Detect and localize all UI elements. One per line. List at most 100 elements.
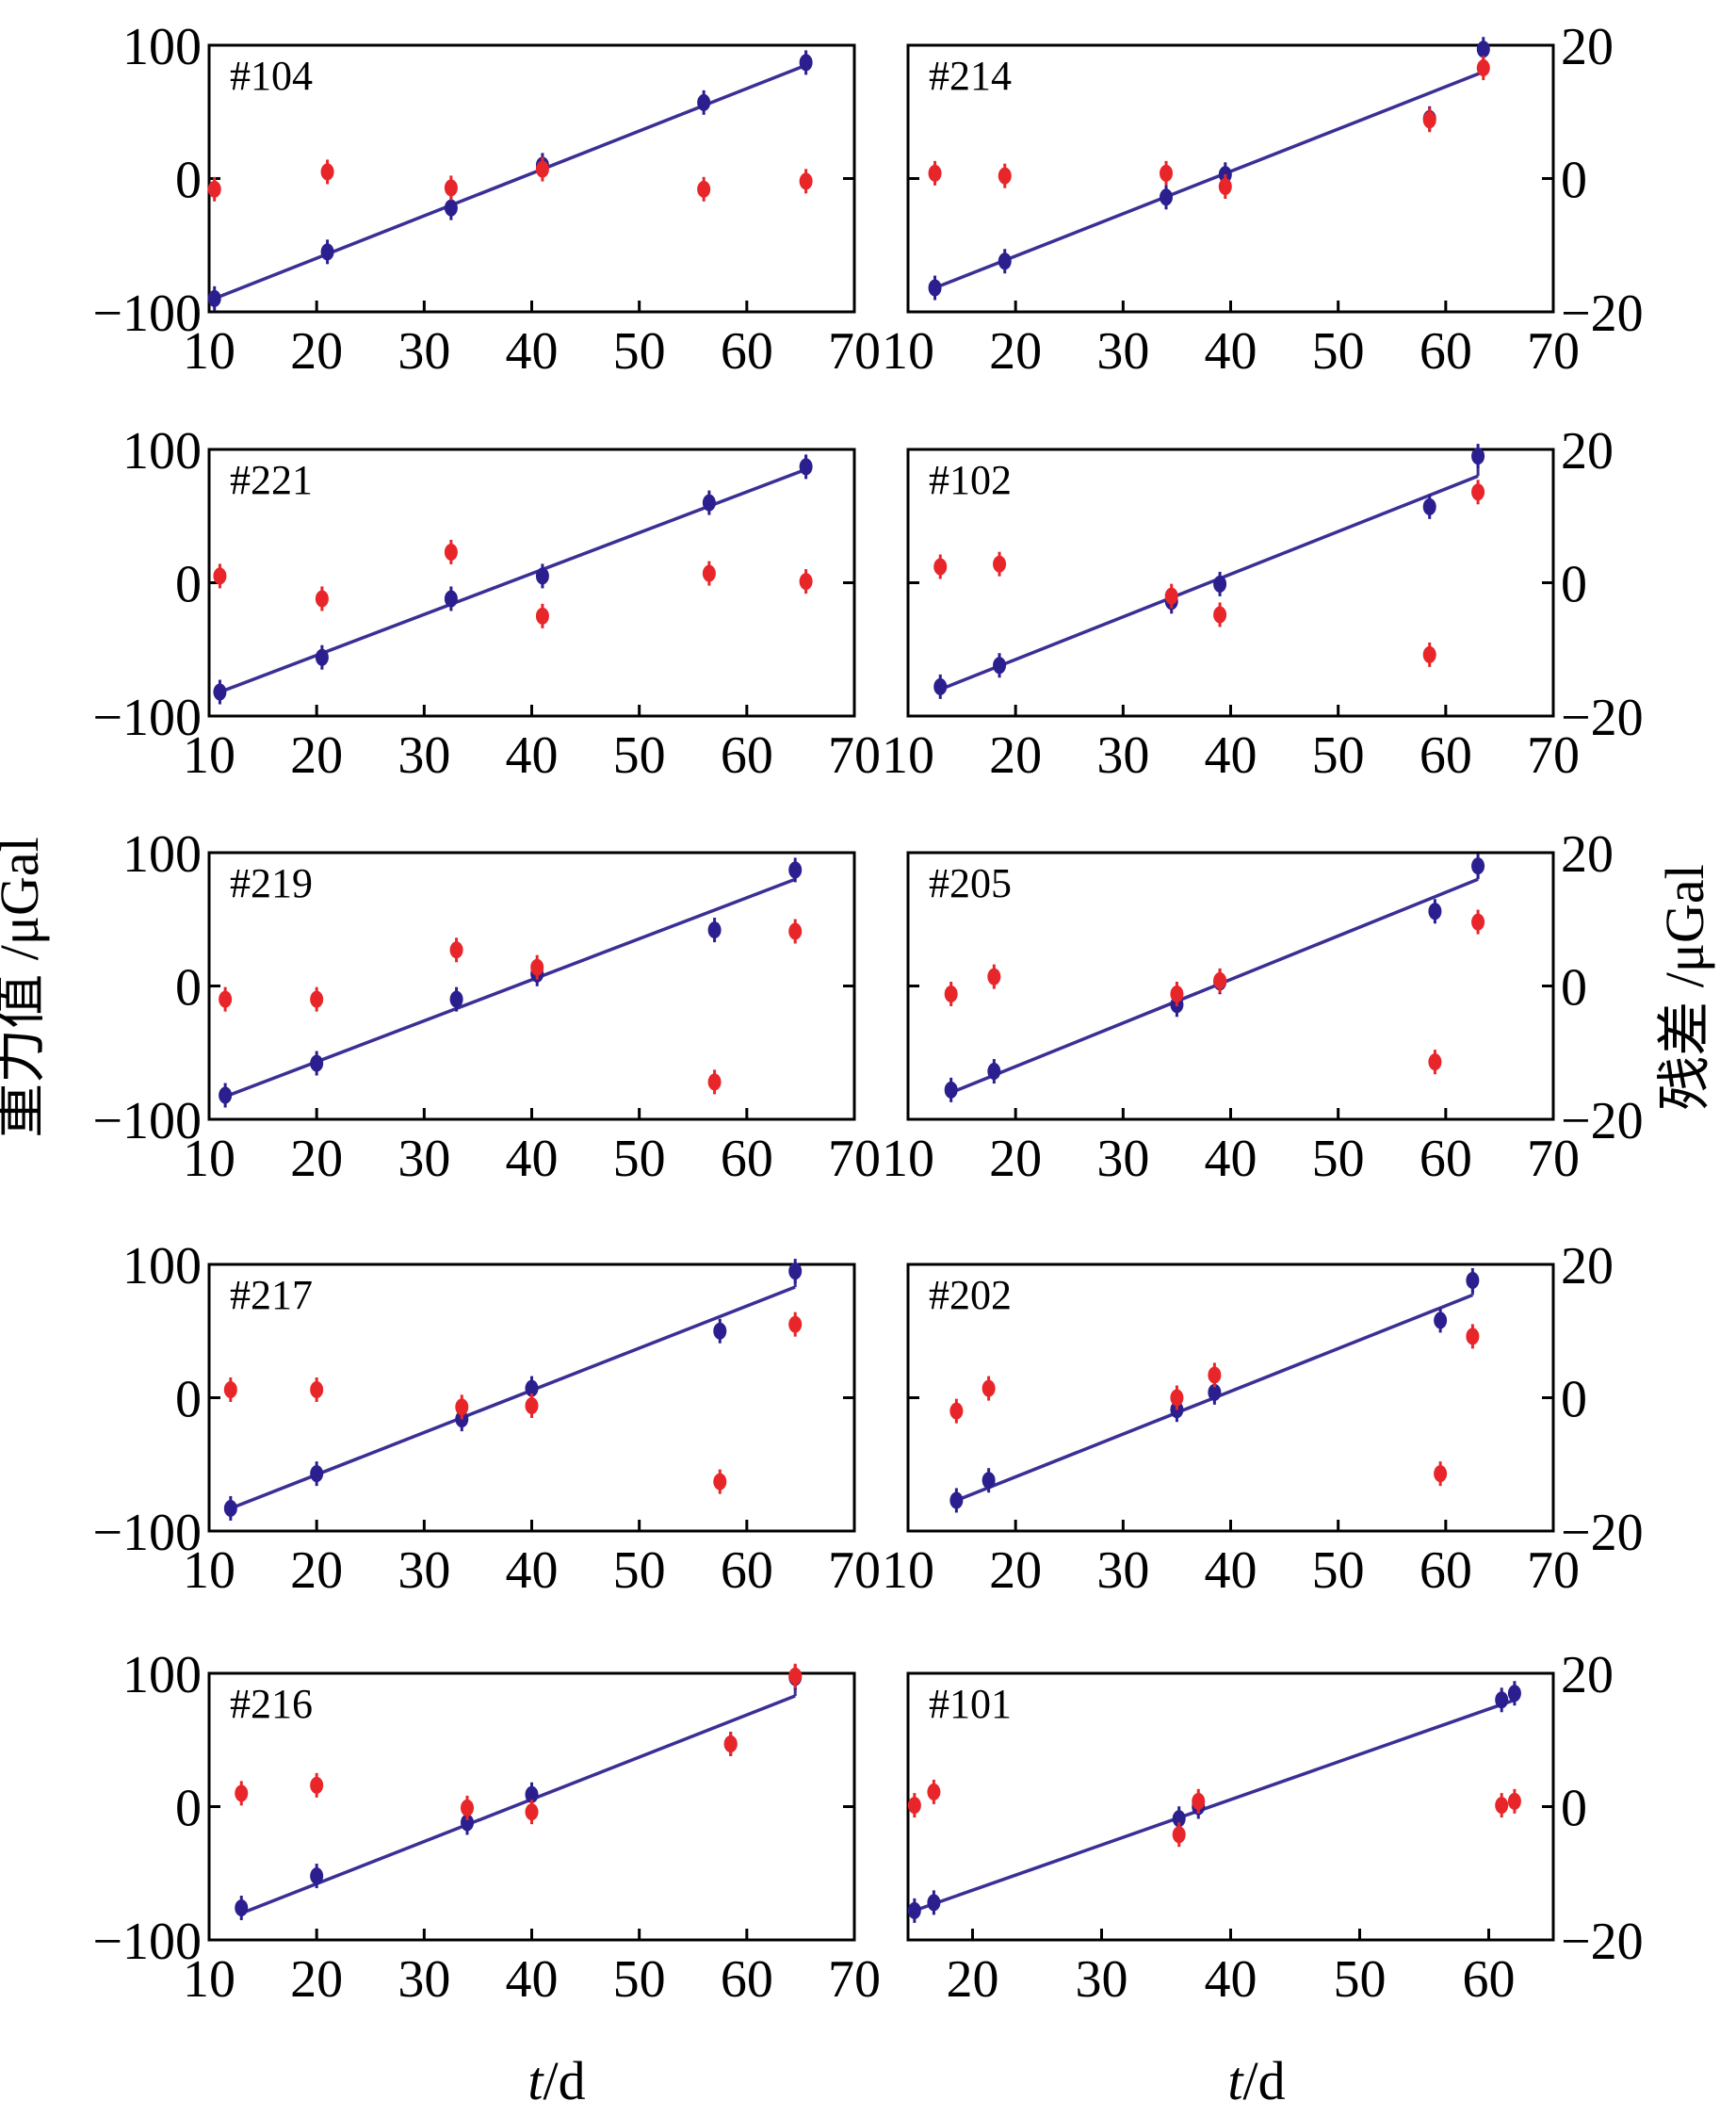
x-axis-label-left: t/d xyxy=(527,2050,585,2111)
x-tick-label: 20 xyxy=(989,1130,1042,1188)
x-tick-label: 30 xyxy=(1096,322,1149,381)
panel-label: #217 xyxy=(230,1272,313,1318)
residual-point xyxy=(933,558,948,576)
residual-point xyxy=(1422,111,1436,129)
x-tick-label: 20 xyxy=(989,726,1042,785)
gravity-point xyxy=(907,1901,921,1919)
x-tick-label: 70 xyxy=(828,1950,881,2009)
x-tick-label: 70 xyxy=(1527,1541,1580,1600)
y-tick-label: 0 xyxy=(175,1371,202,1429)
residual-point xyxy=(1495,1797,1509,1815)
gravity-point xyxy=(788,861,803,879)
residual-point xyxy=(525,1803,539,1821)
x-tick-label: 50 xyxy=(1312,1130,1365,1188)
residual-point xyxy=(713,1473,727,1491)
residual-point xyxy=(799,172,813,190)
y-tick-label: 100 xyxy=(122,1237,202,1295)
residual-point xyxy=(928,164,942,182)
gravity-point xyxy=(320,243,334,261)
x-tick-label: 60 xyxy=(1420,726,1472,785)
gravity-point xyxy=(310,1867,324,1885)
residual-point xyxy=(1434,1465,1448,1483)
panel-label: #205 xyxy=(929,860,1012,906)
gravity-point xyxy=(707,921,722,939)
gravity-point xyxy=(235,1899,249,1917)
residual-point xyxy=(315,590,329,608)
panel-214: 10 20 30 40 50 60 70−20 0 20 #214 xyxy=(882,18,1644,381)
x-tick-label: 40 xyxy=(506,1541,559,1600)
residual-point xyxy=(907,1797,921,1815)
gravity-point xyxy=(1422,497,1436,515)
y2-tick-label: 20 xyxy=(1561,18,1614,76)
residual-point xyxy=(697,180,711,198)
x-tick-label: 30 xyxy=(397,322,450,381)
x-tick-label: 60 xyxy=(1420,322,1472,381)
fit-line xyxy=(914,1698,1516,1913)
gravity-point xyxy=(449,990,463,1008)
gravity-point xyxy=(1172,1810,1186,1828)
residual-point xyxy=(235,1784,249,1802)
panel-label: #102 xyxy=(929,457,1012,503)
residual-point xyxy=(944,985,958,1002)
x-tick-label: 50 xyxy=(613,1950,666,2009)
panel-221: 10 20 30 40 50 60 70 −100 0 100 #221 xyxy=(92,422,881,785)
x-tick-label: 10 xyxy=(882,322,934,381)
gravity-point xyxy=(1213,575,1227,593)
x-tick-label: 60 xyxy=(1420,1541,1472,1600)
fit-line xyxy=(240,1694,796,1915)
residual-point xyxy=(1476,59,1490,77)
gravity-point xyxy=(697,93,711,111)
gravity-point xyxy=(1471,857,1485,875)
y-tick-label: −100 xyxy=(92,689,202,747)
fit-line xyxy=(933,70,1485,290)
fit-line xyxy=(214,63,807,301)
y-tick-label: −100 xyxy=(92,285,202,343)
residual-point xyxy=(455,1398,469,1416)
panel-label: #202 xyxy=(929,1272,1012,1318)
x-tick-label: 20 xyxy=(290,1541,343,1600)
x-tick-label: 70 xyxy=(828,726,881,785)
y-tick-label: 0 xyxy=(175,959,202,1018)
residual-point xyxy=(1466,1328,1480,1345)
y2-tick-label: −20 xyxy=(1561,1092,1644,1150)
fit-line xyxy=(939,474,1479,692)
x-tick-label: 60 xyxy=(1463,1950,1516,2009)
x-tick-label: 30 xyxy=(1096,1130,1149,1188)
y2-tick-label: −20 xyxy=(1561,1913,1644,1971)
x-tick-label: 10 xyxy=(882,726,934,785)
gravity-point xyxy=(1495,1691,1509,1709)
x-tick-label: 40 xyxy=(1205,726,1257,785)
residual-point xyxy=(1170,1389,1184,1407)
gravity-point xyxy=(315,648,329,666)
residual-point xyxy=(1218,177,1232,195)
y-tick-label: −100 xyxy=(92,1504,202,1562)
x-tick-label: 70 xyxy=(1527,322,1580,381)
x-tick-label: 50 xyxy=(1312,322,1365,381)
residual-point xyxy=(310,990,324,1008)
y2-tick-label: 0 xyxy=(1561,1780,1587,1838)
x-tick-label: 40 xyxy=(506,322,559,381)
x-tick-label: 60 xyxy=(721,1130,773,1188)
residual-point xyxy=(320,163,334,181)
y2-tick-label: 20 xyxy=(1561,422,1614,481)
gravity-point xyxy=(1160,188,1173,206)
right-axis-label: 残差 /μGal xyxy=(1654,864,1715,1110)
residual-point xyxy=(1164,587,1178,605)
x-tick-label: 30 xyxy=(1076,1950,1128,2009)
x-tick-label: 40 xyxy=(1205,1950,1257,2009)
gravity-point xyxy=(987,1063,1001,1081)
y2-tick-label: 0 xyxy=(1561,959,1587,1018)
gravity-point xyxy=(702,494,716,512)
residual-point xyxy=(1208,1366,1222,1384)
y-tick-label: −100 xyxy=(92,1092,202,1150)
x-tick-label: 40 xyxy=(1205,1130,1257,1188)
residual-point xyxy=(799,573,813,591)
gravity-point xyxy=(444,199,458,217)
residual-point xyxy=(788,1315,803,1333)
x-tick-label: 60 xyxy=(721,726,773,785)
x-tick-label: 20 xyxy=(989,1541,1042,1600)
gravity-point xyxy=(982,1472,996,1490)
x-tick-label: 20 xyxy=(290,1130,343,1188)
gravity-point xyxy=(788,1263,803,1280)
gravity-point xyxy=(799,54,813,72)
